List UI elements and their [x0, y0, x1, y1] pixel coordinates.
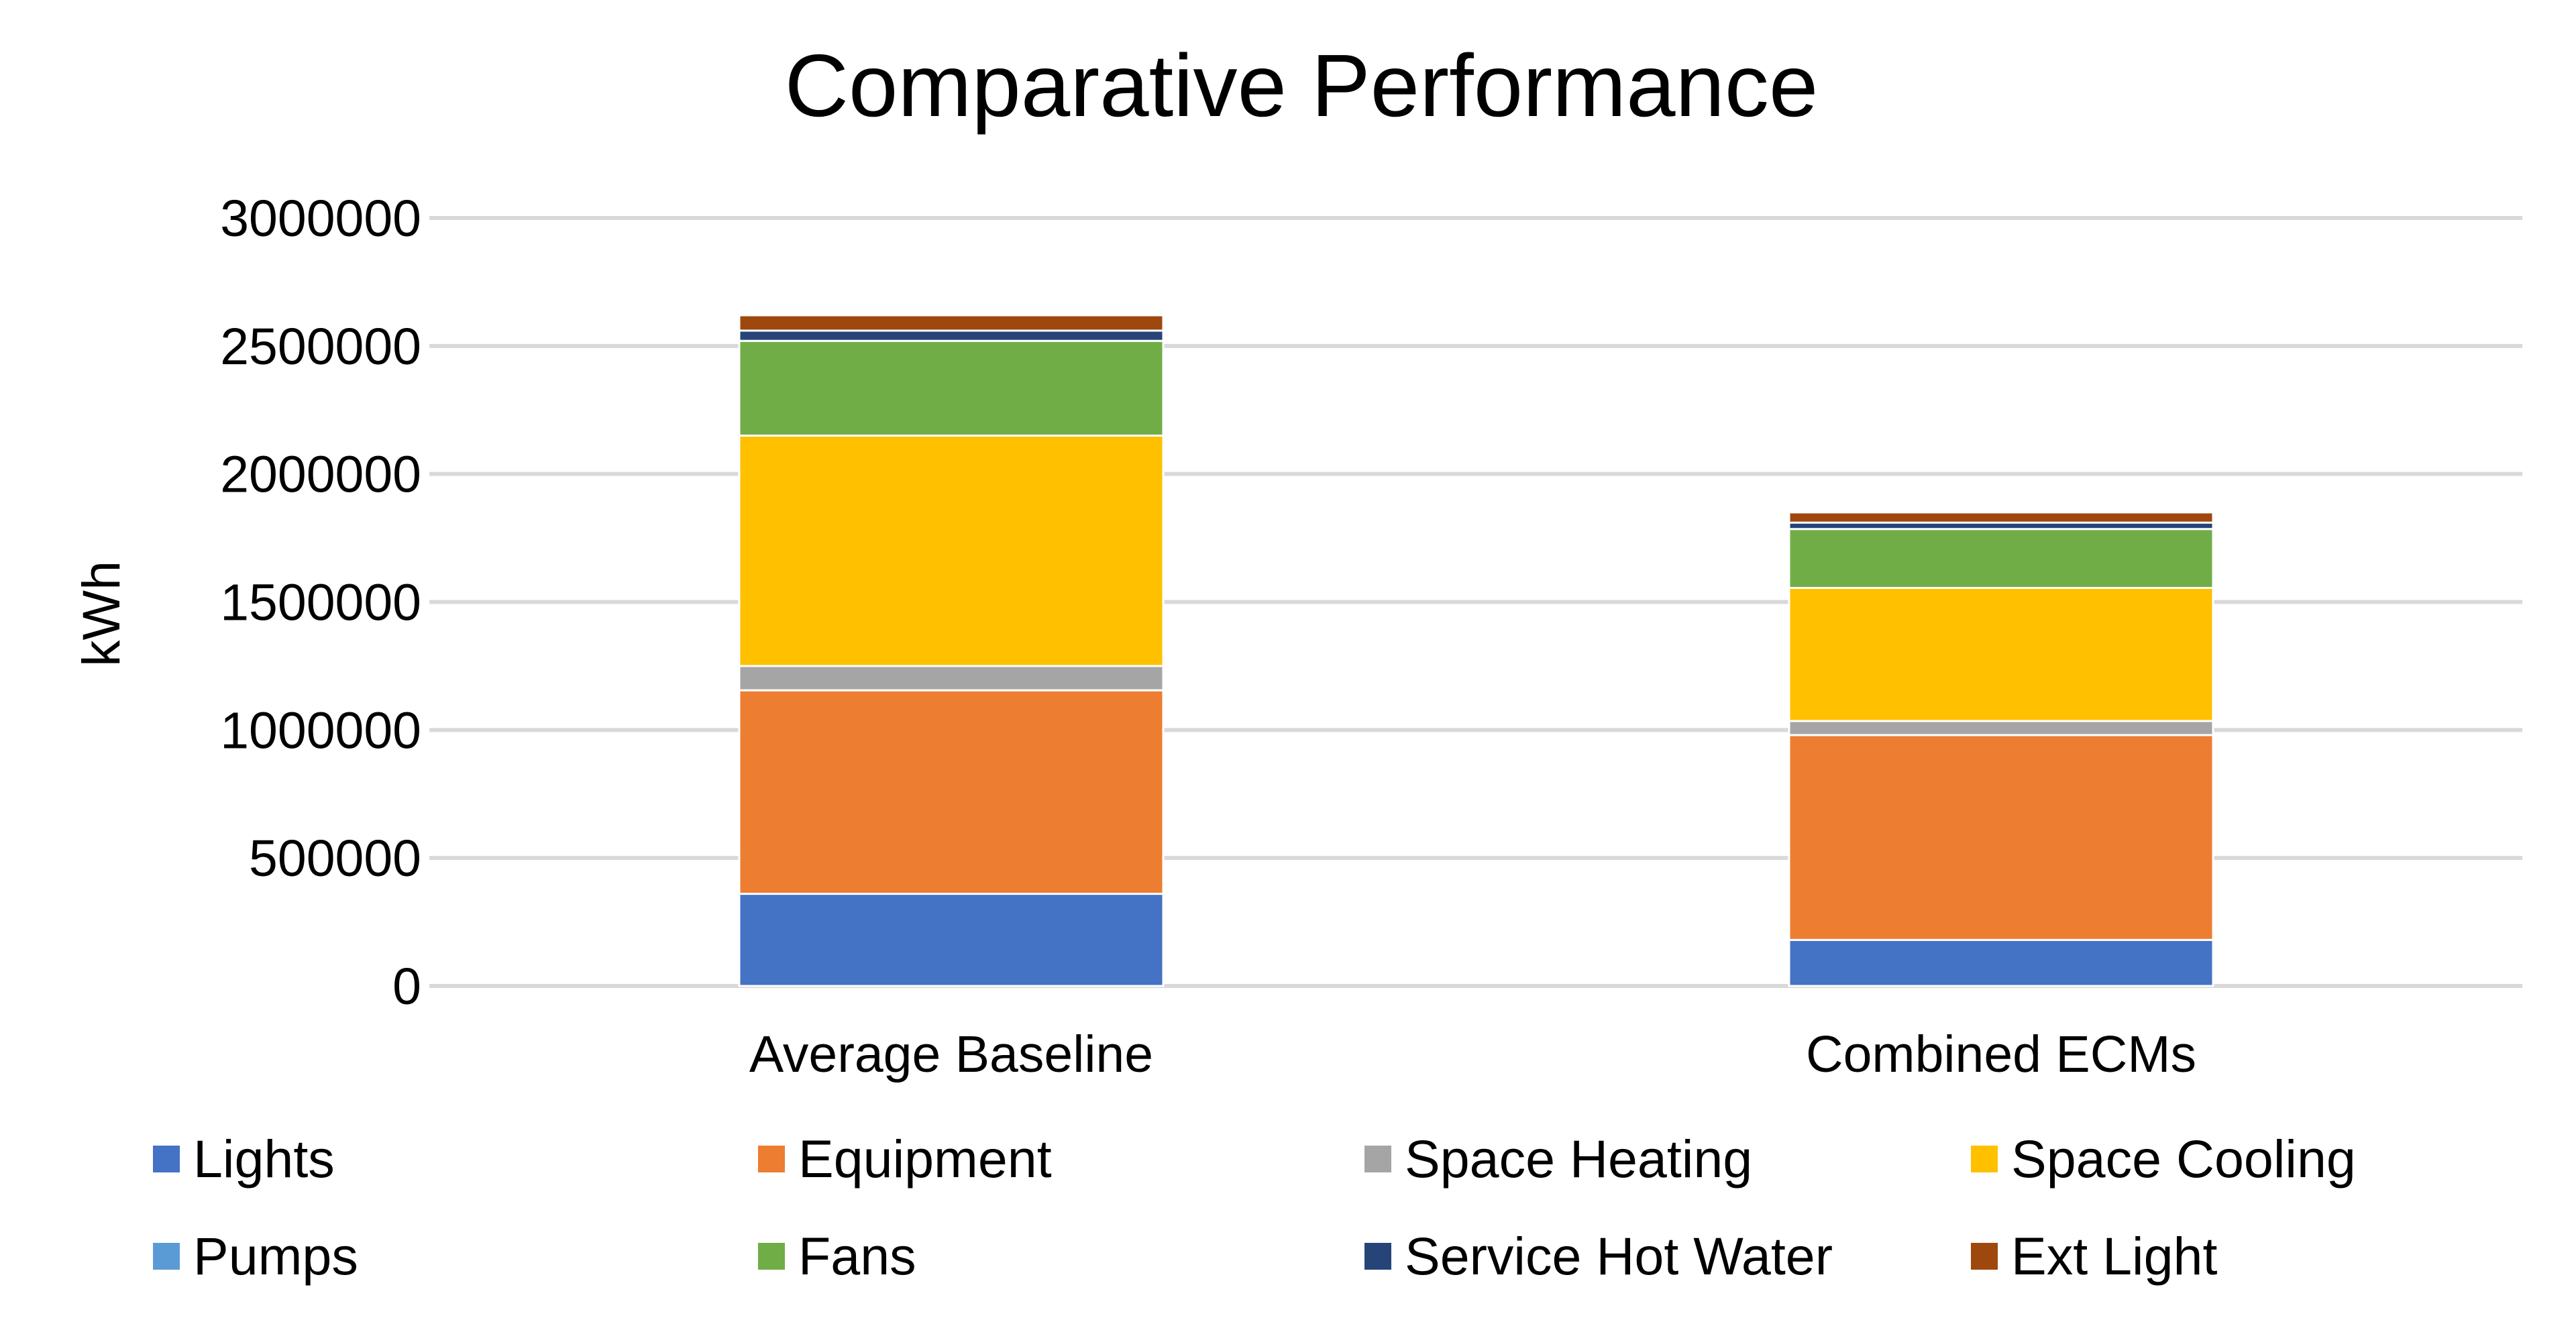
x-category-label: Average Baseline — [749, 1026, 1153, 1083]
legend-label: Equipment — [798, 1129, 1052, 1189]
bar-segment — [738, 329, 1165, 342]
legend-label: Space Cooling — [2011, 1129, 2356, 1189]
legend-label: Space Heating — [1405, 1129, 1752, 1189]
bar-segment — [738, 893, 1165, 987]
legend-label: Service Hot Water — [1405, 1226, 1833, 1286]
bar-segment — [1788, 734, 2214, 941]
bar-segment — [738, 689, 1165, 895]
chart-title: Comparative Performance — [785, 36, 1819, 135]
bar-segment — [738, 314, 1165, 332]
legend-label: Lights — [193, 1129, 335, 1189]
y-tick-label: 500000 — [249, 830, 421, 887]
y-axis-ticks: 0 500000 1000000 1500000 2000000 2500000 30000… — [220, 190, 421, 1015]
legend-swatch — [1971, 1243, 1998, 1270]
y-tick-label: 2000000 — [220, 446, 421, 504]
bar-segment — [738, 434, 1165, 667]
x-axis-categories: Average Baseline Combined ECMs — [749, 1026, 2196, 1083]
legend-label: Fans — [798, 1226, 916, 1286]
bar-segment — [1788, 511, 2214, 524]
legend-label: Ext Light — [2011, 1226, 2217, 1286]
bar-segment — [738, 665, 1165, 692]
legend-label: Pumps — [193, 1226, 358, 1286]
y-tick-label: 1000000 — [220, 702, 421, 759]
y-tick-label: 2500000 — [220, 318, 421, 376]
legend: Lights Equipment Space Heating Space Coolin… — [153, 1129, 2356, 1286]
y-tick-label: 3000000 — [220, 190, 421, 247]
legend-swatch — [1364, 1243, 1391, 1270]
legend-swatch — [758, 1146, 785, 1172]
bar-segment — [1788, 528, 2214, 590]
bar-segment — [1788, 938, 2214, 987]
y-tick-label: 1500000 — [220, 574, 421, 632]
x-category-label: Combined ECMs — [1806, 1026, 2196, 1083]
legend-swatch — [758, 1243, 785, 1270]
legend-swatch — [153, 1146, 180, 1172]
bar-segment — [1788, 587, 2214, 722]
bars — [738, 314, 2214, 987]
bar-segment — [1788, 720, 2214, 736]
legend-swatch — [153, 1243, 180, 1270]
y-tick-label: 0 — [392, 958, 421, 1015]
legend-swatch — [1364, 1146, 1391, 1172]
y-axis-label: kWh — [71, 561, 131, 667]
bar-segment — [738, 339, 1165, 437]
legend-swatch — [1971, 1146, 1998, 1172]
